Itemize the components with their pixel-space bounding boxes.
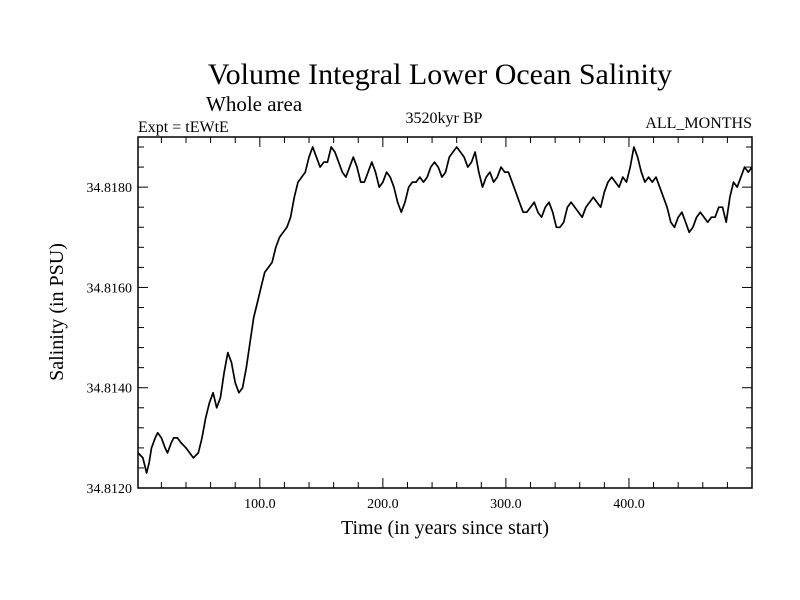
- y-tick-label: 34.8140: [87, 382, 133, 397]
- x-tick-label: 200.0: [367, 497, 399, 512]
- tick-group: [138, 137, 752, 488]
- x-tick-label: 400.0: [613, 497, 645, 512]
- y-tick-label: 34.8180: [87, 181, 133, 196]
- period-note: 3520kyr BP: [406, 110, 483, 127]
- x-axis-label: Time (in years since start): [341, 517, 549, 539]
- y-tick-label: 34.8160: [87, 281, 133, 296]
- x-tick-label: 300.0: [490, 497, 522, 512]
- plot-frame: [137, 136, 753, 489]
- y-tick-label: 34.8120: [87, 482, 133, 497]
- x-tick-label: 100.0: [244, 497, 276, 512]
- salinity-series-line: [137, 146, 753, 474]
- chart-subtitle: Whole area: [206, 92, 303, 116]
- y-axis-label: Salinity (in PSU): [46, 243, 68, 381]
- tick-label-group: 100.0 200.0 300.0 400.0 34.8120 34.8140 34.816…: [87, 181, 645, 512]
- experiment-note: Expt = tEWtE: [138, 119, 229, 136]
- months-note: ALL_MONTHS: [645, 115, 752, 132]
- chart-title: Volume Integral Lower Ocean Salinity: [208, 58, 672, 91]
